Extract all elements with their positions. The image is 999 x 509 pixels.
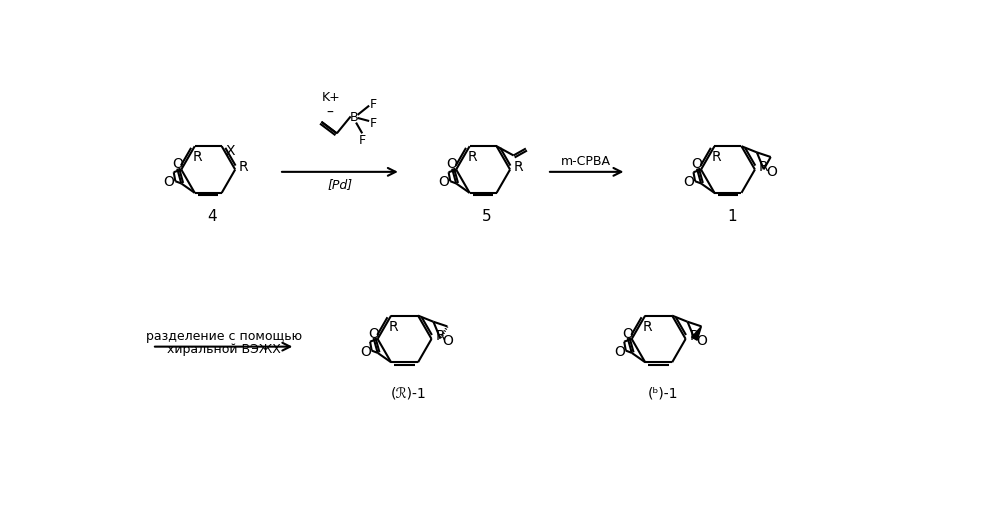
Polygon shape [691,327,701,341]
Text: O: O [443,333,454,348]
Text: (ᵇ)-1: (ᵇ)-1 [647,386,677,400]
Text: хиральной ВЭЖХ: хиральной ВЭЖХ [167,342,281,355]
Text: O: O [439,175,450,189]
Text: O: O [172,157,183,171]
Text: K+: K+ [322,91,341,104]
Text: R: R [642,319,652,333]
Text: R: R [689,328,699,343]
Text: O: O [360,344,371,358]
Text: O: O [696,333,707,348]
Text: m-CPBA: m-CPBA [561,155,611,167]
Text: O: O [683,175,694,189]
Text: O: O [622,326,633,340]
Text: F: F [370,98,377,110]
Text: O: O [766,164,777,179]
Text: разделение с помощью: разделение с помощью [146,329,302,342]
Text: O: O [369,326,379,340]
Text: 4: 4 [207,209,217,224]
Text: R: R [239,159,249,174]
Text: 1: 1 [727,209,736,224]
Text: F: F [359,134,366,147]
Text: R: R [192,150,202,164]
Text: F: F [370,117,377,130]
Text: O: O [164,175,175,189]
Text: 5: 5 [483,209,492,224]
Text: O: O [614,344,625,358]
Text: R: R [758,159,768,174]
Text: O: O [447,157,458,171]
Text: R: R [513,159,523,174]
Text: B: B [351,110,359,124]
Text: (ℛ)-1: (ℛ)-1 [391,386,427,400]
Text: R: R [712,150,721,164]
Text: [Pd]: [Pd] [328,178,353,190]
Text: X: X [226,144,235,158]
Text: R: R [468,150,477,164]
Text: R: R [389,319,399,333]
Text: R: R [436,328,445,343]
Text: –: – [326,105,333,120]
Text: O: O [691,157,702,171]
